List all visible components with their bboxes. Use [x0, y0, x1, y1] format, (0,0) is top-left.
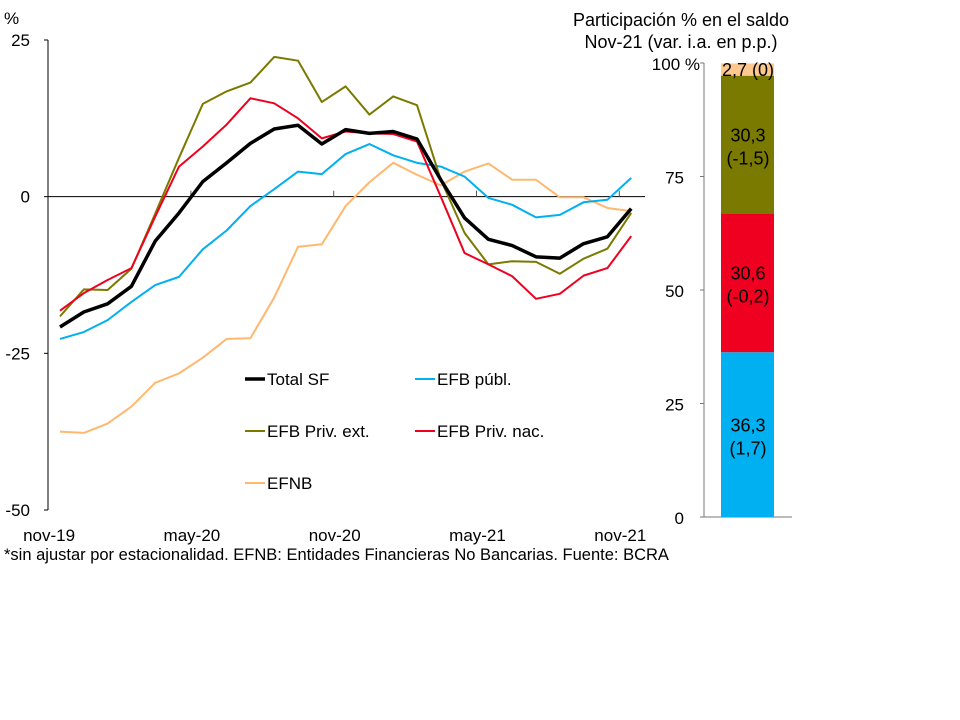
bar-segment: [721, 213, 774, 353]
bar-y-tick-label: 50: [665, 282, 684, 301]
bar-segment-label: 2,7 (0): [722, 60, 774, 80]
bar-y-tick-label: 75: [665, 169, 684, 188]
x-tick-label: nov-19: [23, 526, 75, 545]
y-tick-label: 25: [11, 31, 30, 50]
footnote: *sin ajustar por estacionalidad. EFNB: E…: [4, 546, 669, 564]
x-tick-label: may-21: [449, 526, 506, 545]
y-axis-label: %: [4, 9, 19, 28]
bar-y-tick-label: 100 %: [652, 55, 700, 74]
legend-label: EFB Priv. ext.: [267, 422, 370, 441]
y-tick-label: -50: [5, 501, 30, 520]
bar-segment: [721, 63, 774, 76]
bar-subtitle: Nov-21 (var. i.a. en p.p.): [584, 32, 777, 52]
legend-label: EFB públ.: [437, 370, 512, 389]
bar-segment: [721, 352, 774, 517]
line-chart: % 25 0 -25 -50 nov-19 may-20 nov-20 may-21 nov-21…: [4, 9, 646, 545]
bar-segment-change: (1,7): [729, 439, 766, 459]
series-line-efb-p-bl-: [59, 143, 632, 340]
bar-segment-label: 30,6: [730, 264, 765, 284]
series-line-efnb: [59, 161, 632, 434]
bar-segment-label: 30,3: [730, 125, 765, 145]
x-tick-label: nov-21: [594, 526, 646, 545]
bar-segment-change: (-0,2): [726, 287, 769, 307]
bar-segment-change: (-1,5): [726, 148, 769, 168]
legend-label: EFB Priv. nac.: [437, 422, 544, 441]
y-tick-label: 0: [21, 188, 30, 207]
x-tick-label: nov-20: [309, 526, 361, 545]
y-tick-label: -25: [5, 344, 30, 363]
bar-segment: [721, 75, 774, 214]
bar-y-tick-label: 0: [675, 509, 684, 528]
x-tick-label: may-20: [164, 526, 221, 545]
bar-title: Participación % en el saldo: [573, 10, 789, 30]
legend-label: EFNB: [267, 474, 312, 493]
bar-y-tick-label: 25: [665, 396, 684, 415]
bar-segment-label: 36,3: [730, 416, 765, 436]
legend-label: Total SF: [267, 370, 329, 389]
